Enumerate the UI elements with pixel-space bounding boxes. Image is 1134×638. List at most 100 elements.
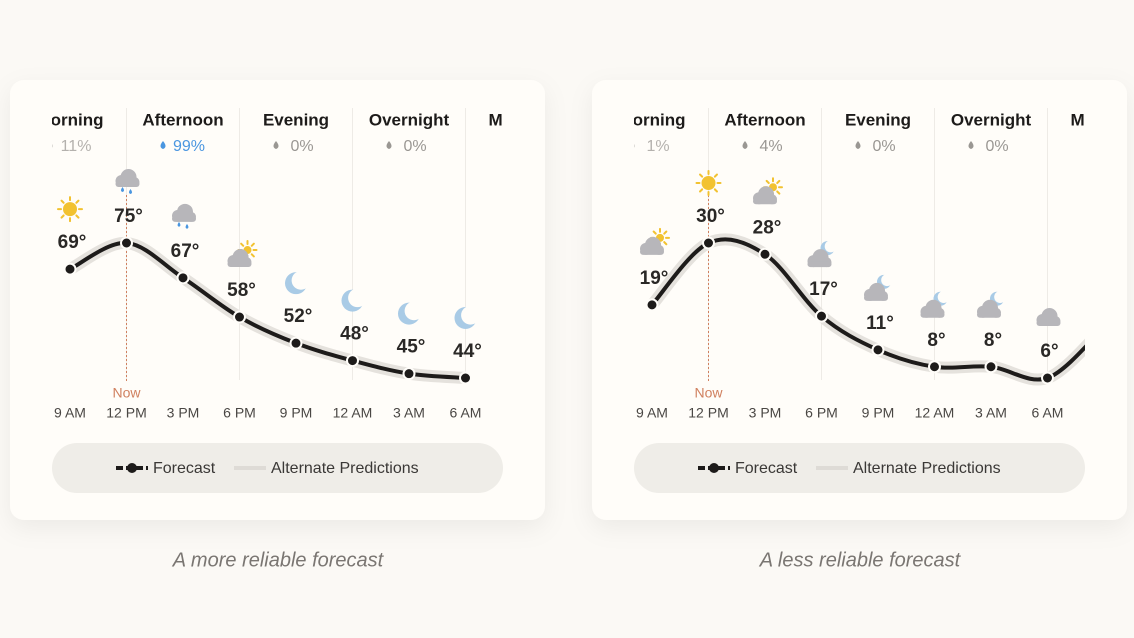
forecast-point [346, 354, 359, 368]
cloud-icon [172, 203, 196, 222]
temp-label: 45° [397, 337, 426, 358]
sun-ray [765, 179, 770, 185]
weather-icon [227, 240, 258, 268]
x-tick-label: 3 AM [975, 405, 1007, 421]
x-tick-label: 3 PM [749, 405, 782, 421]
x-tick-label: 6 PM [805, 405, 838, 421]
moon-cut [824, 240, 837, 253]
temp-label: 30° [696, 206, 725, 227]
drop-icon [273, 141, 279, 149]
x-tick-label: 12 PM [106, 405, 146, 421]
forecast-line [650, 237, 1085, 382]
cloud-part [753, 198, 777, 205]
moon-cut [937, 291, 950, 303]
forecast-point [63, 262, 77, 276]
sun-ray [776, 190, 781, 195]
moon-cut [994, 291, 1007, 303]
forecast-point [402, 367, 416, 381]
cloud-part [640, 248, 664, 255]
sun-ray [75, 214, 80, 219]
period-label: Evening [845, 110, 911, 129]
sun-icon [695, 170, 722, 196]
forecast-point [120, 236, 133, 250]
drop-icon [52, 144, 53, 148]
weather-icon [1036, 308, 1061, 326]
sun-ray [60, 199, 65, 204]
legend-forecast-dot [709, 463, 719, 473]
card-background [592, 80, 1127, 520]
cloud-icon [977, 299, 1001, 318]
x-tick-label: 9 PM [862, 405, 895, 421]
cloud-part [864, 294, 888, 301]
period-label: Overnight [369, 110, 450, 129]
forecast-point [702, 236, 715, 250]
period-label: Afternoon [724, 110, 805, 129]
sun-disc [701, 176, 716, 190]
forecast-point [758, 247, 772, 261]
period-label: Afternoon [142, 110, 223, 129]
cloud-part [172, 215, 196, 222]
cloud-icon [227, 249, 252, 268]
cloud-icon [807, 249, 832, 268]
temp-label: 52° [284, 306, 313, 327]
precip-chance: 0% [290, 138, 313, 155]
temp-label: 75° [114, 206, 143, 227]
x-tick-label: 6 AM [1032, 405, 1064, 421]
sun-ray [699, 173, 704, 178]
forecast-point [233, 310, 246, 324]
sun-ray [652, 230, 657, 235]
cloud-icon [640, 236, 664, 255]
sun-ray [663, 230, 668, 235]
precip-chance: 99% [173, 138, 205, 155]
sun-ray [699, 188, 704, 193]
cloud-part [977, 311, 1001, 318]
drop-icon [386, 141, 392, 149]
moon-cut [348, 288, 367, 308]
cloud-part [807, 261, 832, 268]
rain-drop [185, 223, 189, 229]
forecast-point [871, 343, 885, 357]
forecast-point [459, 371, 472, 385]
sun-ray [60, 214, 65, 219]
forecast-point [815, 309, 828, 323]
sun-ray [240, 242, 245, 247]
forecast-card: Morning 11% Afternoon 99% Evening 0% Overnight… [10, 80, 555, 520]
cloud-icon [920, 299, 945, 318]
precip-chance: 0% [872, 138, 895, 155]
forecast-point [984, 360, 998, 374]
cloud-part [115, 181, 140, 187]
rain-drop [129, 189, 132, 194]
card-background [10, 80, 545, 520]
temp-label: 11° [866, 313, 894, 334]
sun-ray [250, 253, 255, 258]
x-tick-label: 12 AM [333, 405, 373, 421]
sun-ray [713, 188, 718, 193]
caption: A more reliable forecast [172, 549, 385, 571]
weather-icon [454, 305, 480, 329]
sun-disc [63, 202, 77, 217]
temp-label: 69° [58, 232, 87, 253]
rain-drop [121, 187, 124, 192]
weather-icon [695, 170, 722, 196]
caption: A less reliable forecast [759, 549, 962, 571]
period-label: Morning [488, 110, 555, 129]
x-tick-label: 6 AM [450, 405, 482, 421]
moon-cut [404, 301, 424, 321]
moon-cut [291, 271, 311, 290]
temp-label: 8° [984, 330, 1002, 351]
x-tick-label: 12 AM [915, 405, 955, 421]
weather-icon [753, 177, 783, 205]
x-tick-label: 3 AM [393, 405, 425, 421]
sun-ray [776, 179, 781, 185]
weather-icon [341, 288, 367, 312]
legend-label: Forecast [153, 460, 216, 477]
precip-chance: 1% [646, 138, 669, 155]
weather-icon [864, 274, 894, 301]
cloud-icon [753, 186, 777, 205]
now-label: Now [112, 385, 141, 401]
cloud-part [227, 261, 252, 268]
weather-icon [398, 301, 424, 325]
legend-background [634, 443, 1085, 493]
weather-icon [640, 227, 670, 255]
